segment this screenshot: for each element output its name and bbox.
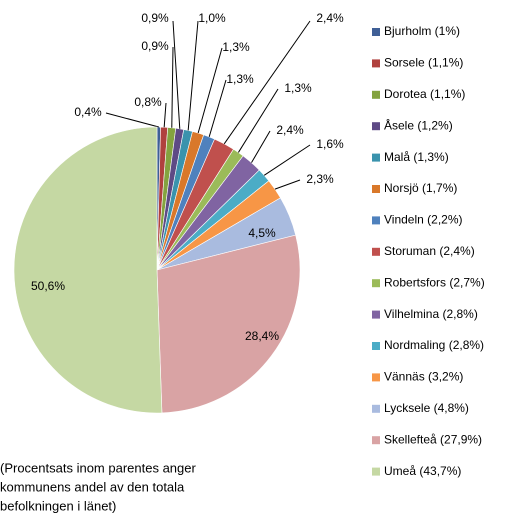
data-label: 1,3%: [226, 72, 254, 86]
legend-label: Robertsfors (2,7%): [384, 275, 485, 289]
legend-label: Lycksele (4,8%): [384, 401, 469, 415]
legend-swatch: [372, 436, 380, 445]
legend-swatch: [372, 310, 380, 319]
leader-line: [163, 102, 167, 128]
legend-swatch: [372, 59, 380, 68]
legend-label: Norsjö (1,7%): [384, 181, 457, 195]
data-label: 4,5%: [248, 226, 276, 240]
data-label: 0,8%: [134, 95, 162, 109]
legend-swatch: [372, 342, 380, 350]
leader-line: [187, 20, 199, 131]
legend-swatch: [372, 153, 380, 162]
note: (Procentsats inom parentes anger: [0, 460, 196, 475]
data-label: 50,6%: [31, 279, 65, 293]
legend-swatch: [372, 185, 380, 193]
leader-line: [274, 179, 301, 190]
leader-line: [251, 130, 271, 163]
legend-swatch: [372, 279, 380, 288]
legend-label: Skellefteå (27,9%): [384, 432, 482, 446]
legend-label: Vilhelmina (2,8%): [384, 307, 478, 321]
legend-swatch: [372, 373, 380, 382]
data-label: 1,6%: [316, 137, 344, 151]
legend-swatch: [372, 467, 380, 476]
pie-slice: [13, 126, 163, 414]
legend-label: Vännäs (3,2%): [384, 370, 463, 384]
legend-label: Malå (1,3%): [384, 150, 449, 164]
legend-swatch: [372, 247, 380, 256]
leader-line: [237, 88, 279, 153]
data-label: 28,4%: [245, 329, 279, 343]
data-label: 1,3%: [284, 81, 312, 95]
legend-label: Storuman (2,4%): [384, 244, 475, 258]
legend-swatch: [372, 404, 380, 413]
legend-swatch: [372, 28, 380, 36]
legend-label: Umeå (43,7%): [384, 464, 461, 478]
legend-label: Sorsele (1,1%): [384, 56, 463, 70]
legend-swatch: [372, 216, 380, 225]
data-label: 1,0%: [198, 11, 226, 25]
legend-label: Vindeln (2,2%): [384, 213, 463, 227]
legend-label: Nordmaling (2,8%): [384, 338, 484, 352]
legend-swatch: [372, 122, 380, 131]
leader-line: [171, 46, 174, 128]
pie-slice: [156, 234, 301, 414]
legend-label: Dorotea (1,1%): [384, 87, 465, 101]
data-label: 2,4%: [316, 11, 344, 25]
leader-line: [208, 79, 227, 137]
note: befolkningen i länet): [0, 498, 116, 513]
leader-line: [223, 20, 311, 145]
leader-line: [197, 47, 223, 134]
legend-label: Åsele (1,2%): [384, 117, 453, 132]
data-label: 0,9%: [141, 39, 169, 53]
leader-line: [172, 20, 181, 129]
leader-line: [105, 112, 159, 128]
data-label: 0,9%: [141, 11, 169, 25]
data-label: 2,4%: [276, 123, 304, 137]
data-label: 2,3%: [306, 172, 334, 186]
note: kommunens andel av den totala: [0, 479, 185, 494]
legend-label: Bjurholm (1%): [384, 24, 460, 38]
legend-swatch: [372, 90, 380, 99]
data-label: 0,4%: [74, 105, 102, 119]
leader-line: [263, 144, 311, 176]
data-label: 1,3%: [222, 40, 250, 54]
